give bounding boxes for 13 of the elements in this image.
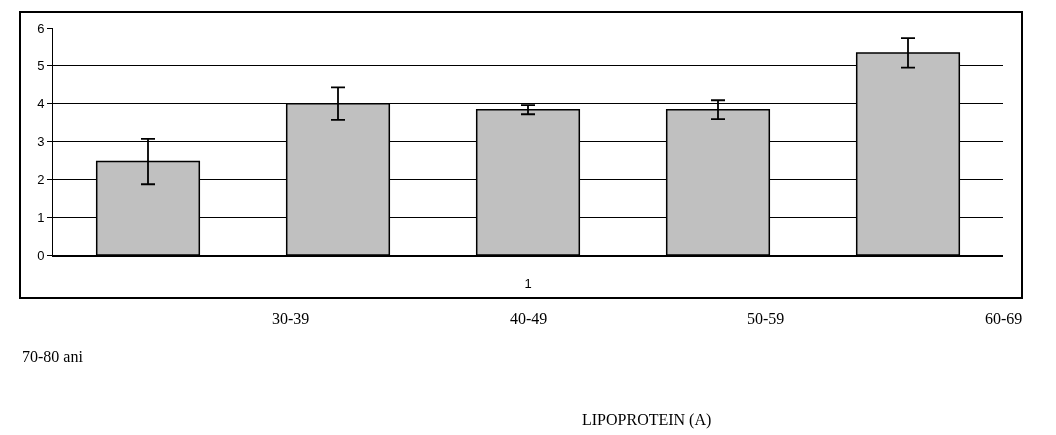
text: 30-39 xyxy=(272,310,310,327)
y-tick-label: 2 xyxy=(37,171,45,187)
text: LIPOPROTEIN (A) xyxy=(582,411,712,429)
text: 50-59 xyxy=(747,310,785,327)
text: 60-69 xyxy=(985,310,1023,327)
y-tick-label: 0 xyxy=(37,247,45,263)
text: 70-80 ani xyxy=(22,348,84,365)
y-tick-label: 5 xyxy=(37,58,45,74)
y-tick-label: 6 xyxy=(37,20,45,36)
y-tick-label: 3 xyxy=(37,134,45,150)
y-tick-label: 4 xyxy=(37,96,45,112)
y-tick-label: 1 xyxy=(37,209,45,225)
text: 40-49 xyxy=(510,310,548,327)
